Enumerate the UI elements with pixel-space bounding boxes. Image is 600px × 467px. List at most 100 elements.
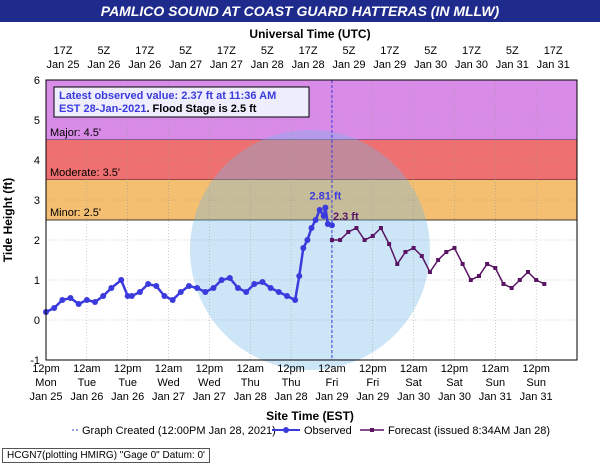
series-observed-point — [51, 305, 58, 311]
x-tick-top-label: Jan 31 — [496, 59, 529, 71]
x-tick-bottom: 12am Sat Jan 30 — [397, 363, 430, 403]
series-forecast-point — [452, 246, 457, 250]
series-forecast-point — [436, 258, 441, 262]
x-tick-label: Jan 26 — [111, 391, 144, 403]
series-observed-point — [92, 299, 99, 305]
y-tick-label: 6 — [34, 75, 40, 87]
x-tick-bottom: 12pm Wed Jan 27 — [193, 363, 226, 403]
x-tick-label: Jan 26 — [70, 391, 103, 403]
x-tick-label: 12pm — [277, 363, 305, 375]
series-forecast-point — [395, 262, 400, 266]
x-tick-label: 12am — [400, 363, 428, 375]
series-forecast-point — [387, 242, 392, 246]
series-observed-point — [243, 289, 250, 295]
x-tick-label: Mon — [35, 377, 56, 389]
legend-forecast-marker — [370, 428, 374, 432]
series-forecast-point — [411, 246, 416, 250]
x-axis-top-label: Universal Time (UTC) — [249, 27, 370, 41]
series-observed-point — [267, 285, 274, 291]
x-tick-top-label: Jan 28 — [251, 59, 284, 71]
series-observed-point — [304, 237, 311, 243]
x-tick-top: 17Z Jan 29 — [373, 45, 406, 71]
tide-chart: -1 0 1 2 3 4 5 6 12pm Mon Jan 25 12am Tue Jan 26 12pm T… — [1, 27, 578, 437]
series-forecast-point — [534, 278, 539, 282]
series-observed-point — [169, 297, 176, 303]
series-forecast-point — [468, 278, 473, 282]
x-tick-top-label: Jan 30 — [455, 59, 488, 71]
series-forecast-point — [509, 286, 514, 290]
x-tick-top-label: 17Z — [135, 45, 154, 57]
series-observed-point — [128, 293, 135, 299]
series-observed-point — [145, 281, 152, 287]
series-forecast-point — [493, 266, 498, 270]
x-tick-bottom: 12am Wed Jan 27 — [152, 363, 185, 403]
x-tick-top: 17Z Jan 26 — [128, 45, 161, 71]
annotation-forecast: 2.3 ft — [333, 211, 359, 223]
info-box-flood-stage: . Flood Stage is 2.5 ft — [146, 103, 256, 115]
series-observed-point — [226, 275, 233, 281]
x-tick-label: 12am — [155, 363, 183, 375]
flood-band-minor — [46, 180, 577, 220]
x-tick-bottom: 12pm Sat Jan 30 — [438, 363, 471, 403]
info-box — [53, 86, 310, 118]
x-tick-label: Jan 29 — [315, 391, 348, 403]
series-forecast-point — [485, 262, 490, 266]
x-tick-label: 12am — [482, 363, 510, 375]
y-tick-label: 0 — [34, 315, 40, 327]
series-observed-point — [234, 285, 241, 291]
series-forecast-point — [338, 238, 343, 242]
x-tick-label: Sun — [526, 377, 546, 389]
footer-text: HCGN7(plotting HMIRG) "Gage 0" Datum: 0' — [7, 450, 205, 461]
x-tick-label: Jan 30 — [397, 391, 430, 403]
plot-frame — [45, 79, 578, 361]
legend-observed-marker — [283, 427, 289, 433]
series-forecast-point — [329, 238, 334, 242]
x-tick-label: 12am — [236, 363, 264, 375]
flood-label-minor: Minor: 2.5' — [50, 207, 101, 219]
footer-gage-info: HCGN7(plotting HMIRG) "Gage 0" Datum: 0' — [2, 448, 210, 463]
series-observed-point — [136, 289, 143, 295]
x-tick-top-label: 17Z — [462, 45, 481, 57]
x-tick-label: 12pm — [114, 363, 142, 375]
legend-created-label: Graph Created (12:00PM Jan 28, 2021) — [82, 425, 276, 437]
x-tick-label: 12pm — [522, 363, 550, 375]
x-tick-bottom: 12am Thu Jan 28 — [234, 363, 267, 403]
chart-title-bar: PAMLICO SOUND AT COAST GUARD HATTERAS (I… — [0, 0, 600, 22]
x-tick-label: Jan 31 — [520, 391, 553, 403]
series-observed-point — [308, 225, 315, 231]
legend-forecast-label: Forecast (issued 8:34AM Jan 28) — [388, 425, 550, 437]
series-observed-point — [153, 283, 160, 289]
x-tick-label: 12am — [318, 363, 346, 375]
x-tick-label: 12pm — [32, 363, 60, 375]
x-tick-top: 5Z Jan 31 — [496, 45, 529, 71]
chart-title: PAMLICO SOUND AT COAST GUARD HATTERAS (I… — [100, 3, 500, 19]
x-tick-top-label: Jan 27 — [210, 59, 243, 71]
x-tick-label: Jan 27 — [193, 391, 226, 403]
y-tick-label: -1 — [30, 355, 40, 367]
series-observed-point — [218, 277, 225, 283]
x-tick-label: 12pm — [196, 363, 224, 375]
series-forecast-point — [525, 270, 530, 274]
y-tick-label: 3 — [34, 195, 40, 207]
flood-label-moderate: Moderate: 3.5' — [50, 167, 120, 179]
series-forecast-point — [444, 250, 449, 254]
x-tick-top-label: Jan 30 — [414, 59, 447, 71]
info-box-date: EST 28-Jan-2021 — [59, 103, 146, 115]
x-tick-label: Thu — [282, 377, 301, 389]
series-forecast-point — [354, 226, 359, 230]
x-tick-top-label: Jan 29 — [332, 59, 365, 71]
series-observed-point — [75, 301, 82, 307]
series-observed-point — [118, 277, 125, 283]
x-tick-label: Jan 29 — [356, 391, 389, 403]
x-tick-label: Tue — [118, 377, 137, 389]
series-observed-point — [67, 295, 74, 301]
x-tick-label: Thu — [241, 377, 260, 389]
x-tick-top-label: 17Z — [54, 45, 73, 57]
series-forecast-point — [501, 282, 506, 286]
series-observed-point — [312, 217, 319, 223]
series-forecast-point — [362, 238, 367, 242]
x-tick-top-label: Jan 29 — [373, 59, 406, 71]
series-forecast-point — [378, 226, 383, 230]
x-tick-bottom: 12pm Thu Jan 28 — [275, 363, 308, 403]
x-tick-label: Wed — [157, 377, 179, 389]
